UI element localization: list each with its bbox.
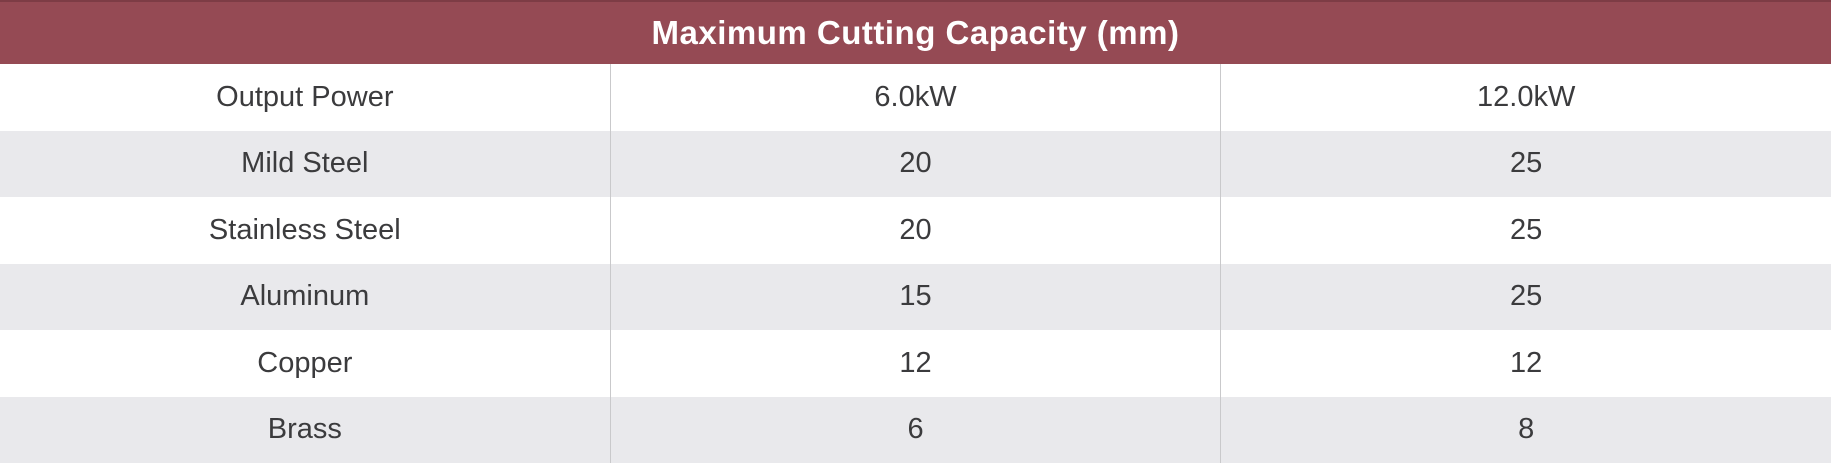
table-cell-row-label: Aluminum [240, 280, 370, 313]
table-cell-row-label: Brass [267, 413, 342, 446]
table-title-bar: Maximum Cutting Capacity (mm) [0, 0, 1831, 64]
table-cell-col-6kw: 6 [609, 396, 1221, 463]
table-cell-col-12kw: 8 [1220, 396, 1831, 463]
table-cell-row-label: Mild Steel [241, 147, 369, 180]
table-row-stainless-steel: Stainless Steel 20 25 [0, 197, 1831, 264]
table-cell-col-12kw: 25 [1220, 130, 1831, 197]
table-cell-row-label: Output Power [216, 80, 394, 113]
table-cell-col-6kw: 20 [609, 130, 1221, 197]
table-row-copper: Copper 12 12 [0, 330, 1831, 397]
table-cell-row-label: Copper [257, 346, 353, 379]
table-cell-col-12kw: 25 [1220, 263, 1831, 330]
table-cell-col-12kw: 25 [1220, 197, 1831, 264]
table-row-output-power: Output Power 6.0kW 12.0kW [0, 64, 1831, 131]
table-title: Maximum Cutting Capacity (mm) [651, 14, 1180, 51]
table-cell-col-12kw: 12 [1220, 330, 1831, 397]
table-row-aluminum: Aluminum 15 25 [0, 263, 1831, 330]
table-cell-col-6kw: 15 [609, 263, 1221, 330]
table-cell-col-6kw: 12 [609, 330, 1221, 397]
table-row-brass: Brass 6 8 [0, 396, 1831, 463]
table-cell-col-6kw: 20 [609, 197, 1221, 264]
table-cell-col-6kw: 6.0kW [609, 64, 1221, 131]
table-cell-row-label: Stainless Steel [208, 213, 401, 246]
table-row-mild-steel: Mild Steel 20 25 [0, 130, 1831, 197]
table-cell-col-12kw: 12.0kW [1220, 64, 1831, 131]
